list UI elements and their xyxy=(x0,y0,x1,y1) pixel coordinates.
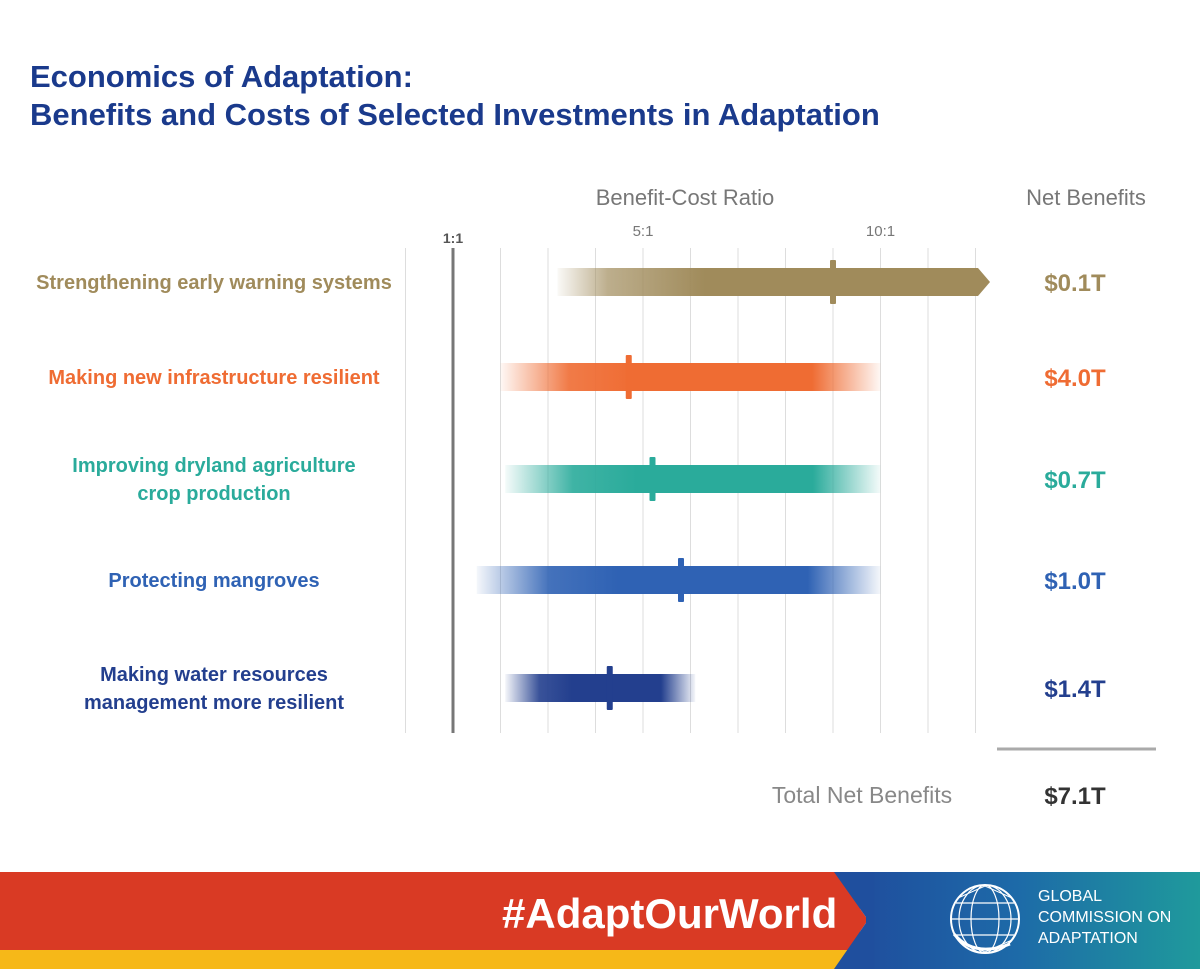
footer-banner: #AdaptOurWorld GLOBAL COMMISSION ON ADAP… xyxy=(0,872,1200,969)
chart-title: Economics of Adaptation: Benefits and Co… xyxy=(30,58,880,134)
footer-blue-panel xyxy=(866,872,1200,969)
row-label: Improving dryland agriculture xyxy=(72,455,355,477)
footer-blue-chevron xyxy=(834,872,874,969)
range-bar xyxy=(505,674,696,702)
benefit-cost-chart: Benefit-Cost Ratio Net Benefits 1:1 5:1 10:1… xyxy=(36,185,1156,810)
net-benefit-value: $1.0T xyxy=(1044,568,1106,595)
globe-logo-icon xyxy=(950,884,1020,954)
org-line: ADAPTATION xyxy=(1038,930,1138,947)
x-tick-label: 5:1 xyxy=(633,223,654,240)
row-label: management more resilient xyxy=(84,692,344,714)
range-bar xyxy=(557,268,978,296)
org-line: GLOBAL xyxy=(1038,888,1103,905)
row-label: Strengthening early warning systems xyxy=(36,272,392,294)
labels: Benefit-Cost Ratio Net Benefits 1:1 5:1 10:1… xyxy=(36,185,1156,810)
footer-red-band xyxy=(0,872,860,950)
row-label: Making water resources xyxy=(100,664,328,686)
x-axis-title: Benefit-Cost Ratio xyxy=(596,185,775,210)
range-arrow xyxy=(978,268,990,296)
total-net-benefits-label: Total Net Benefits xyxy=(772,782,952,808)
org-line: COMMISSION ON xyxy=(1038,909,1172,926)
net-benefit-value: $0.7T xyxy=(1044,467,1106,494)
median-marker xyxy=(625,355,632,399)
total-net-benefits-value: $7.1T xyxy=(1044,783,1106,810)
median-marker xyxy=(678,558,684,602)
title-line-1: Economics of Adaptation: xyxy=(30,59,413,94)
range-bar xyxy=(505,465,881,493)
net-benefit-value: $4.0T xyxy=(1044,365,1106,392)
row-label: Protecting mangroves xyxy=(108,570,319,592)
bars xyxy=(476,260,990,710)
net-benefit-value: $0.1T xyxy=(1044,270,1106,297)
row-label: crop production xyxy=(137,483,290,505)
net-benefits-header: Net Benefits xyxy=(1026,185,1146,210)
hashtag-text: #AdaptOurWorld xyxy=(502,890,838,937)
range-bar xyxy=(500,363,881,391)
median-marker xyxy=(830,260,836,304)
title-line-2: Benefits and Costs of Selected Investmen… xyxy=(30,97,880,132)
x-tick-label: 1:1 xyxy=(443,230,463,246)
footer-yellow-stripe xyxy=(0,950,860,969)
net-benefit-value: $1.4T xyxy=(1044,676,1106,703)
row-label: Making new infrastructure resilient xyxy=(48,367,380,389)
x-tick-label: 10:1 xyxy=(866,223,895,240)
organization-name: GLOBAL COMMISSION ON ADAPTATION xyxy=(1038,886,1171,949)
median-marker xyxy=(649,457,656,501)
median-marker xyxy=(606,666,613,710)
